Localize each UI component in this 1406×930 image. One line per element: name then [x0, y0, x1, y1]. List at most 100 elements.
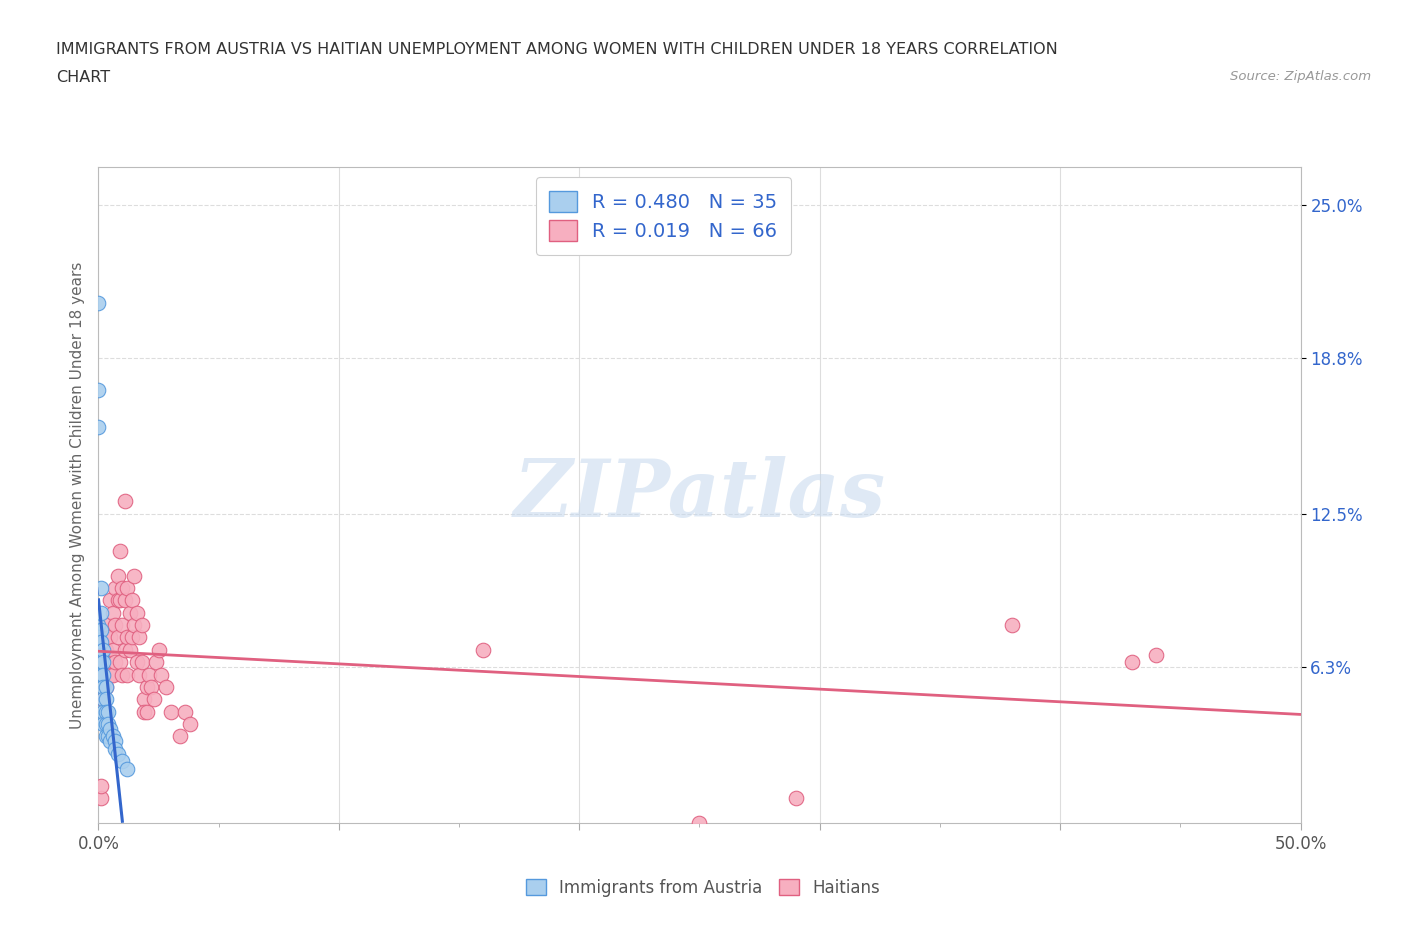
- Point: [107, 568, 129, 583]
- Point: [104, 618, 127, 632]
- Point: [97, 618, 120, 632]
- Y-axis label: Unemployment Among Women with Children Under 18 years: Unemployment Among Women with Children U…: [69, 261, 84, 729]
- Legend: Immigrants from Austria, Haitians: Immigrants from Austria, Haitians: [517, 870, 889, 906]
- Point: [108, 655, 131, 670]
- Point: [141, 680, 163, 695]
- Point: [117, 761, 139, 776]
- Point: [104, 741, 127, 756]
- Point: [117, 580, 139, 595]
- Point: [125, 655, 148, 670]
- Point: [111, 753, 134, 768]
- Point: [91, 667, 114, 682]
- Point: [114, 494, 136, 509]
- Point: [91, 692, 114, 707]
- Point: [117, 667, 139, 682]
- Point: [100, 667, 122, 682]
- Legend: R = 0.480   N = 35, R = 0.019   N = 66: R = 0.480 N = 35, R = 0.019 N = 66: [536, 177, 792, 255]
- Point: [87, 419, 110, 434]
- Point: [155, 680, 177, 695]
- Point: [125, 605, 148, 620]
- Point: [91, 692, 114, 707]
- Point: [90, 647, 112, 662]
- Point: [94, 680, 117, 695]
- Point: [94, 717, 117, 732]
- Point: [100, 722, 122, 737]
- Point: [111, 580, 134, 595]
- Point: [149, 667, 172, 682]
- Point: [138, 667, 160, 682]
- Point: [97, 717, 120, 732]
- Point: [131, 655, 153, 670]
- Point: [101, 667, 124, 682]
- Point: [145, 655, 167, 670]
- Point: [87, 296, 110, 311]
- Point: [174, 704, 197, 719]
- Point: [148, 643, 170, 658]
- Point: [94, 704, 117, 719]
- Point: [142, 692, 165, 707]
- Point: [90, 778, 112, 793]
- Point: [111, 667, 134, 682]
- Text: IMMIGRANTS FROM AUSTRIA VS HAITIAN UNEMPLOYMENT AMONG WOMEN WITH CHILDREN UNDER : IMMIGRANTS FROM AUSTRIA VS HAITIAN UNEMP…: [56, 42, 1057, 57]
- Point: [100, 593, 122, 608]
- Point: [128, 667, 150, 682]
- Point: [90, 790, 112, 805]
- Point: [90, 655, 112, 670]
- Point: [121, 593, 143, 608]
- Point: [118, 605, 141, 620]
- Point: [121, 630, 143, 644]
- Point: [90, 667, 112, 682]
- Point: [91, 655, 114, 670]
- Point: [472, 643, 495, 658]
- Point: [90, 635, 112, 650]
- Point: [91, 704, 114, 719]
- Point: [135, 704, 157, 719]
- Point: [101, 605, 124, 620]
- Point: [169, 729, 191, 744]
- Point: [1121, 655, 1143, 670]
- Point: [97, 729, 120, 744]
- Point: [90, 622, 112, 637]
- Point: [104, 580, 127, 595]
- Point: [132, 704, 155, 719]
- Point: [124, 568, 146, 583]
- Point: [131, 618, 153, 632]
- Point: [117, 630, 139, 644]
- Point: [90, 605, 112, 620]
- Point: [87, 630, 110, 644]
- Point: [785, 790, 807, 805]
- Point: [135, 680, 157, 695]
- Point: [100, 734, 122, 749]
- Point: [107, 630, 129, 644]
- Point: [1144, 647, 1167, 662]
- Point: [91, 667, 114, 682]
- Point: [100, 630, 122, 644]
- Point: [97, 704, 120, 719]
- Point: [108, 543, 131, 558]
- Point: [101, 643, 124, 658]
- Point: [114, 593, 136, 608]
- Point: [107, 593, 129, 608]
- Point: [97, 655, 120, 670]
- Point: [104, 655, 127, 670]
- Point: [118, 643, 141, 658]
- Point: [94, 692, 117, 707]
- Point: [107, 747, 129, 762]
- Point: [159, 704, 181, 719]
- Point: [91, 717, 114, 732]
- Point: [94, 630, 117, 644]
- Point: [94, 729, 117, 744]
- Point: [104, 734, 127, 749]
- Point: [108, 593, 131, 608]
- Point: [179, 717, 201, 732]
- Point: [132, 692, 155, 707]
- Point: [1001, 618, 1024, 632]
- Point: [124, 618, 146, 632]
- Text: CHART: CHART: [56, 70, 110, 85]
- Point: [91, 643, 114, 658]
- Point: [111, 618, 134, 632]
- Point: [90, 580, 112, 595]
- Point: [87, 618, 110, 632]
- Point: [101, 729, 124, 744]
- Text: Source: ZipAtlas.com: Source: ZipAtlas.com: [1230, 70, 1371, 83]
